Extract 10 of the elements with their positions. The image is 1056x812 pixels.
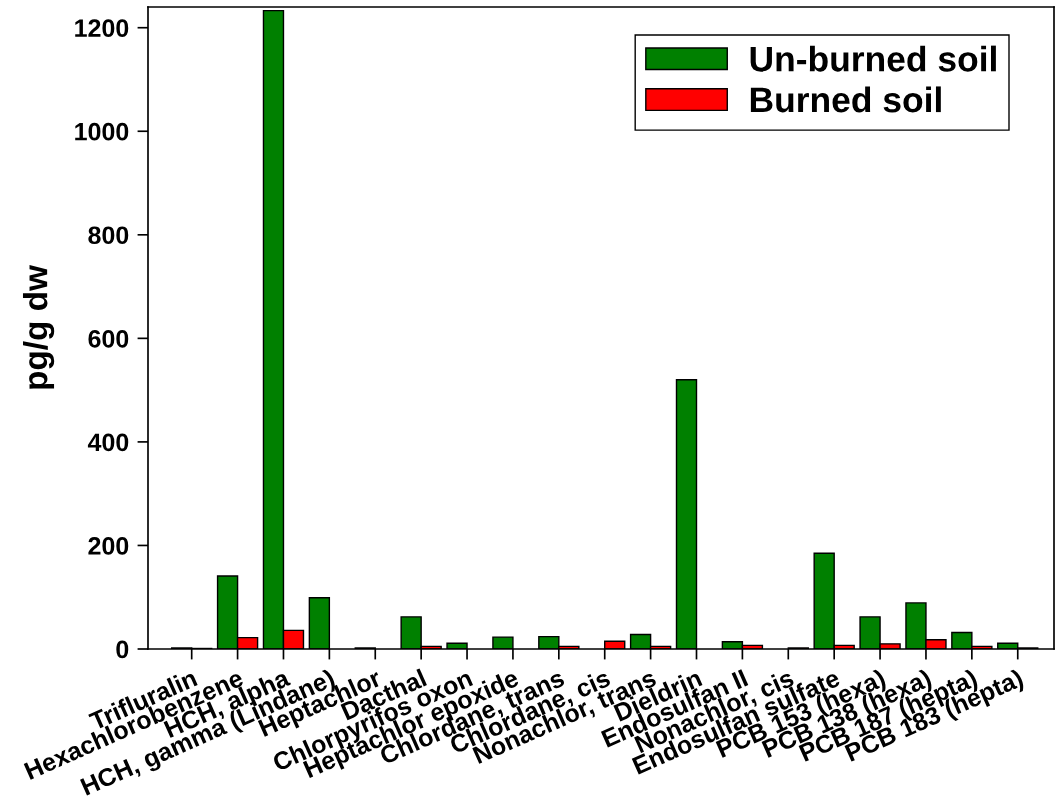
legend-label: Burned soil [750,86,941,113]
y-tick-label: 1200 [75,19,129,38]
y-tick-label: 1000 [75,122,129,141]
y-tick-label: 0 [116,640,129,659]
y-tick-label: 600 [88,329,129,348]
y-tick-label: 200 [88,537,129,555]
legend-label: Un-burned soil [750,45,996,72]
y-axis-title: pg/g dw [22,264,55,389]
y-tick-label: 800 [88,226,129,245]
y-tick-label: 400 [87,433,129,452]
